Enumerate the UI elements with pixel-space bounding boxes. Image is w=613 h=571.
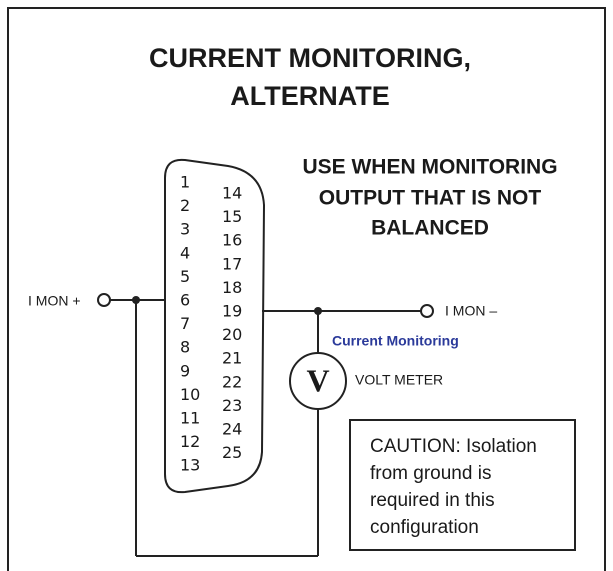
caution-line: configuration <box>370 517 479 538</box>
caution-box <box>349 419 576 551</box>
pin-number: 6 <box>180 291 190 310</box>
note-line: BALANCED <box>371 217 489 240</box>
meter-symbol: V <box>306 362 329 398</box>
title-line: ALTERNATE <box>230 81 389 111</box>
caution-line: from ground is <box>370 463 491 484</box>
caution-line: required in this <box>370 490 495 511</box>
junction <box>314 307 322 315</box>
pin-number: 9 <box>180 361 190 380</box>
frame <box>7 7 606 571</box>
pin-number: 12 <box>180 432 200 451</box>
pin-number: 11 <box>180 409 200 428</box>
pin-number: 4 <box>180 243 190 262</box>
volt-meter-label: VOLT METER <box>355 372 443 388</box>
pin-number: 14 <box>222 184 242 203</box>
pins: 1234567891011121314151617181920212223242… <box>180 173 242 475</box>
note-line: USE WHEN MONITORING <box>302 156 557 179</box>
pin-number: 18 <box>222 278 242 297</box>
pin-number: 2 <box>180 196 190 215</box>
pin-number: 7 <box>180 314 190 333</box>
pin-number: 19 <box>222 302 242 321</box>
pin-number: 5 <box>180 267 190 286</box>
pin-number: 23 <box>222 396 242 415</box>
junction <box>132 296 140 304</box>
wires <box>97 293 434 557</box>
connector <box>164 158 266 494</box>
pin-number: 1 <box>180 173 190 192</box>
pin-number: 22 <box>222 372 242 391</box>
pin-number: 13 <box>180 456 200 475</box>
pin-number: 25 <box>222 443 242 462</box>
pin-number: 16 <box>222 231 242 250</box>
pin-number: 3 <box>180 220 190 239</box>
title-line: CURRENT MONITORING, <box>149 43 471 73</box>
imon-minus-label: I MON – <box>445 303 497 319</box>
pin-number: 21 <box>222 349 242 368</box>
pin-number: 20 <box>222 325 242 344</box>
pin-number: 24 <box>222 420 242 439</box>
pin-number: 8 <box>180 338 190 357</box>
note-line: OUTPUT THAT IS NOT <box>319 187 542 210</box>
pin-number: 15 <box>222 207 242 226</box>
imon-plus-label: I MON + <box>28 293 81 309</box>
current-monitoring-label: Current Monitoring <box>332 333 459 349</box>
pin-number: 10 <box>180 385 200 404</box>
caution-line: CAUTION: Isolation <box>370 436 537 457</box>
pin-number: 17 <box>222 254 242 273</box>
